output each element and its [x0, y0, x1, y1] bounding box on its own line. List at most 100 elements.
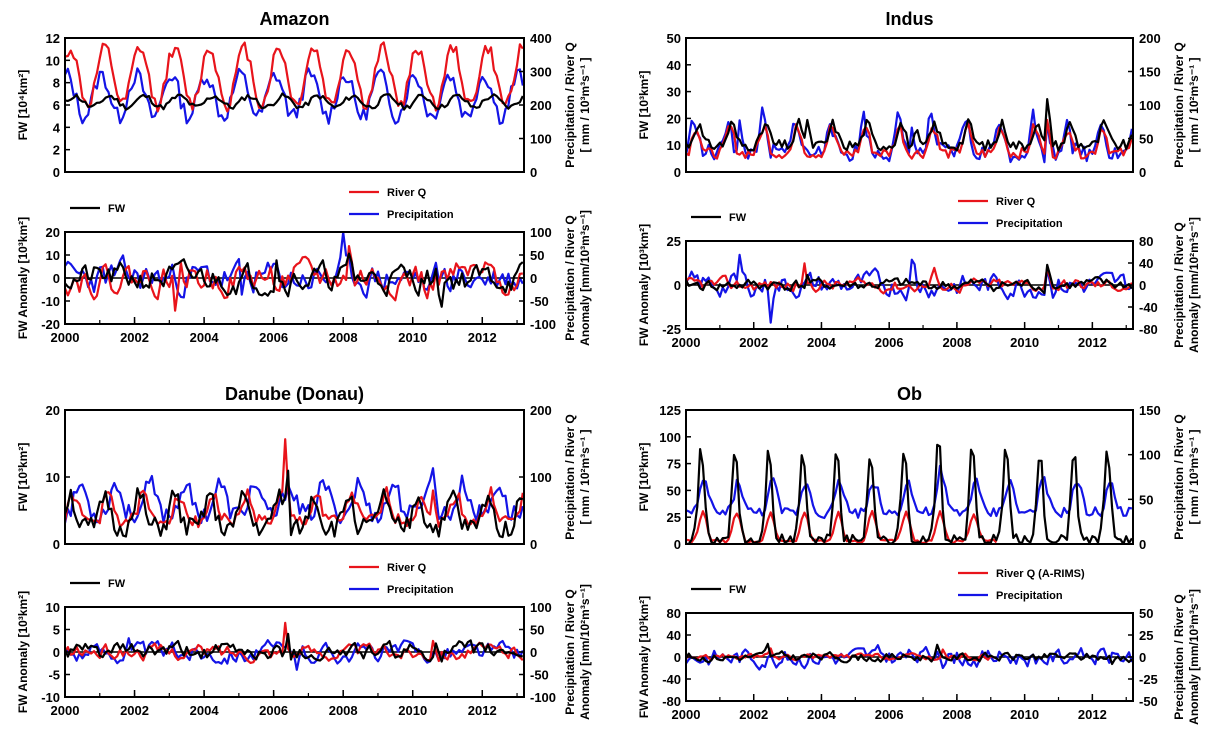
y-right-tick-label: 400	[530, 31, 552, 46]
series-line-fw	[686, 98, 1133, 152]
y-tick-label: -5	[48, 668, 60, 683]
y-right-tick-label: 0	[1139, 537, 1146, 552]
series-line-river-q	[65, 621, 524, 664]
x-tick-label: 2010	[1010, 707, 1039, 722]
y-axis-label: FW [10³km²]	[16, 443, 30, 512]
panel-title: Ob	[897, 384, 922, 404]
y-right-axis-label: Anomaly [mm/10³m³s⁻¹]	[578, 210, 592, 346]
panel-title: Amazon	[259, 9, 329, 29]
y-right-tick-label: -100	[530, 690, 556, 705]
y-axis-label: FW [10³km²]	[637, 71, 651, 140]
y-tick-label: 80	[667, 606, 681, 621]
series-line-river-q	[65, 438, 524, 529]
y-tick-label: 100	[659, 430, 681, 445]
x-tick-label: 2002	[739, 335, 768, 350]
panel-indus_abs: Indus 0 10 20 30 40 50 0 50 100 150 200 FW [10³km²] P…	[637, 9, 1201, 180]
y-right-axis-label: Precipitation / River Q	[563, 414, 577, 539]
y-tick-label: 20	[46, 403, 60, 418]
legend-label: FW	[108, 578, 126, 590]
y-axis-label: FW Anomaly [10³km²]	[16, 217, 30, 339]
y-tick-label: 50	[667, 483, 681, 498]
y-right-axis-label: Precipitation / River Q	[563, 589, 577, 714]
y-tick-label: 0	[53, 271, 60, 286]
x-tick-label: 2012	[468, 703, 497, 718]
y-right-axis-label: Anomaly [mm/10²m³s⁻¹]	[578, 584, 592, 720]
panel-indus_anom: -25 0 25 -80 -40 0 40 80 2000 2002 2004 2006 2008 201…	[637, 196, 1201, 353]
plot-frame	[685, 409, 1134, 545]
y-tick-label: 5	[53, 623, 60, 638]
y-axis-label: FW Anomaly [10³km²]	[16, 591, 30, 713]
y-tick-label: 10	[46, 248, 60, 263]
y-right-tick-label: 50	[1139, 492, 1153, 507]
y-right-tick-label: 150	[1139, 403, 1161, 418]
y-right-tick-label: 0	[1139, 278, 1146, 293]
x-tick-label: 2008	[942, 707, 971, 722]
y-axis-label: FW [10⁴km²]	[16, 70, 30, 141]
y-right-tick-label: -100	[530, 317, 556, 332]
y-right-tick-label: -50	[1139, 694, 1158, 709]
series-line-fw	[65, 252, 524, 308]
series-line-fw	[65, 632, 523, 663]
series-line-fw	[686, 443, 1133, 544]
y-axis-label: FW [10³km²]	[637, 443, 651, 512]
x-tick-label: 2012	[1078, 335, 1107, 350]
y-tick-label: -20	[41, 317, 60, 332]
y-tick-label: 25	[667, 234, 681, 249]
x-tick-label: 2004	[190, 330, 220, 345]
y-right-tick-label: 100	[1139, 98, 1161, 113]
y-tick-label: 0	[53, 645, 60, 660]
y-right-tick-label: 50	[530, 623, 544, 638]
y-right-tick-label: 100	[530, 225, 552, 240]
x-tick-label: 2004	[190, 703, 220, 718]
legend-label: FW	[108, 203, 126, 215]
legend-label: FW	[729, 212, 747, 224]
legend-label: Precipitation	[996, 590, 1063, 602]
y-right-axis-label: Anomaly [mm/10²m³s⁻¹]	[1187, 217, 1201, 353]
legend-label: River Q	[387, 187, 427, 199]
series-line-fw	[686, 263, 1133, 295]
y-right-tick-label: 300	[530, 65, 552, 80]
panel-ob_anom: -80 -40 0 40 80 -50 -25 0 25 50 2000 2002 2004 2006 20…	[637, 568, 1201, 725]
legend-label: Precipitation	[996, 218, 1063, 230]
x-tick-label: 2008	[329, 703, 358, 718]
legend-label: Precipitation	[387, 584, 454, 596]
series-line-river-q	[686, 118, 1133, 160]
y-tick-label: 75	[667, 457, 681, 472]
panel-title: Indus	[886, 9, 934, 29]
y-tick-label: 0	[674, 650, 681, 665]
y-right-tick-label: 100	[530, 600, 552, 615]
y-right-tick-label: -50	[530, 668, 549, 683]
y-right-tick-label: 0	[1139, 650, 1146, 665]
legend-label: River Q	[996, 196, 1036, 208]
y-right-tick-label: 200	[1139, 31, 1161, 46]
x-tick-label: 2000	[672, 335, 701, 350]
y-right-axis-label: [ mm / 10³m³s⁻¹ ]	[1187, 429, 1201, 524]
y-right-axis-label: Precipitation / River Q	[1172, 414, 1186, 539]
series-line-river-q	[65, 41, 524, 113]
y-right-tick-label: 0	[530, 645, 537, 660]
y-tick-label: -80	[662, 694, 681, 709]
y-tick-label: 6	[53, 98, 60, 113]
series-line-river-q	[686, 262, 1133, 295]
legend-label: Precipitation	[387, 209, 454, 221]
y-right-axis-label: [ mm / 10²m³s⁻¹ ]	[1187, 57, 1201, 152]
x-tick-label: 2006	[259, 330, 288, 345]
y-right-tick-label: 100	[530, 132, 552, 147]
x-tick-label: 2000	[672, 707, 701, 722]
y-right-axis-label: [ mm / 10³m³s⁻¹ ]	[578, 57, 592, 152]
y-tick-label: 10	[46, 53, 60, 68]
y-tick-label: -10	[41, 690, 60, 705]
x-tick-label: 2006	[875, 335, 904, 350]
x-tick-label: 2012	[468, 330, 497, 345]
y-right-tick-label: 0	[530, 271, 537, 286]
y-tick-label: 40	[667, 58, 681, 73]
y-axis-label: FW Anomaly [10³km²]	[637, 596, 651, 718]
y-right-tick-label: 100	[530, 470, 552, 485]
series-line-precipitation	[65, 67, 524, 125]
panel-title: Danube (Donau)	[225, 384, 364, 404]
y-right-tick-label: 40	[1139, 256, 1153, 271]
y-tick-label: 4	[53, 120, 61, 135]
